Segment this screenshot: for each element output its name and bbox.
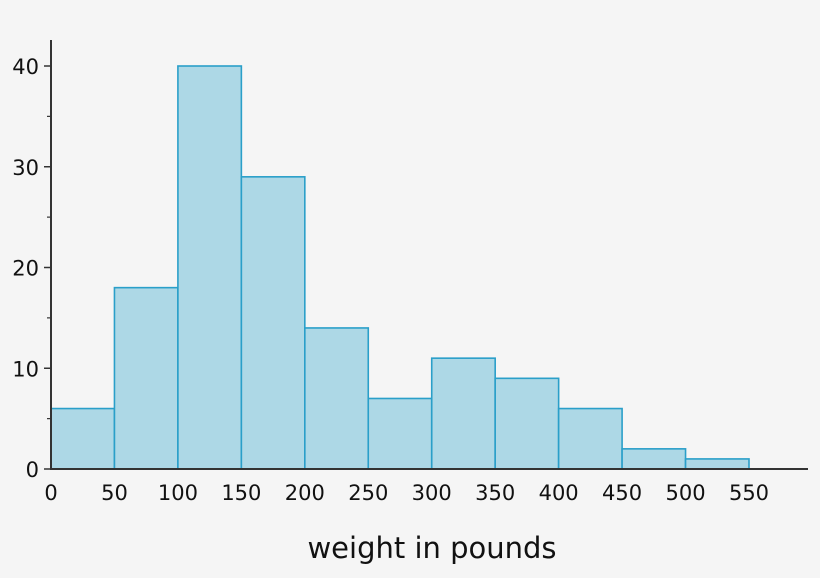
x-tick-label: 0	[44, 481, 57, 505]
histogram-bar	[367, 397, 433, 470]
y-tick-label: 30	[12, 156, 39, 180]
y-tick-label: 0	[26, 458, 39, 482]
x-tick-label: 250	[348, 481, 388, 505]
histogram-bar	[240, 176, 306, 470]
x-tick-label: 350	[475, 481, 515, 505]
histogram-bar	[494, 377, 560, 470]
y-tick-label: 40	[12, 55, 39, 79]
y-tick-label: 10	[12, 357, 39, 381]
x-axis-title: weight in pounds	[307, 531, 556, 565]
x-tick-label: 200	[285, 481, 325, 505]
histogram-bar	[684, 458, 750, 470]
y-axis-ticks: 0 10 20 30 40	[12, 55, 51, 482]
x-tick-label: 450	[602, 481, 642, 505]
x-tick-label: 50	[101, 481, 128, 505]
histogram-bar	[50, 407, 116, 470]
x-tick-label: 100	[158, 481, 198, 505]
y-tick-label: 20	[12, 257, 39, 281]
histogram-bar	[113, 286, 179, 470]
histogram-bar	[557, 407, 623, 470]
x-tick-label: 400	[539, 481, 579, 505]
x-axis-ticks: 0 50 100 150 200 250 300 350 400 450 500 550	[44, 481, 769, 505]
histogram-bar	[430, 357, 496, 470]
x-tick-label: 150	[221, 481, 261, 505]
x-tick-label: 500	[665, 481, 705, 505]
histogram-bars	[50, 65, 750, 470]
x-tick-label: 550	[729, 481, 769, 505]
x-tick-label: 300	[412, 481, 452, 505]
histogram-bar	[621, 448, 687, 470]
histogram-bar	[177, 65, 243, 470]
histogram-bar	[304, 327, 370, 470]
